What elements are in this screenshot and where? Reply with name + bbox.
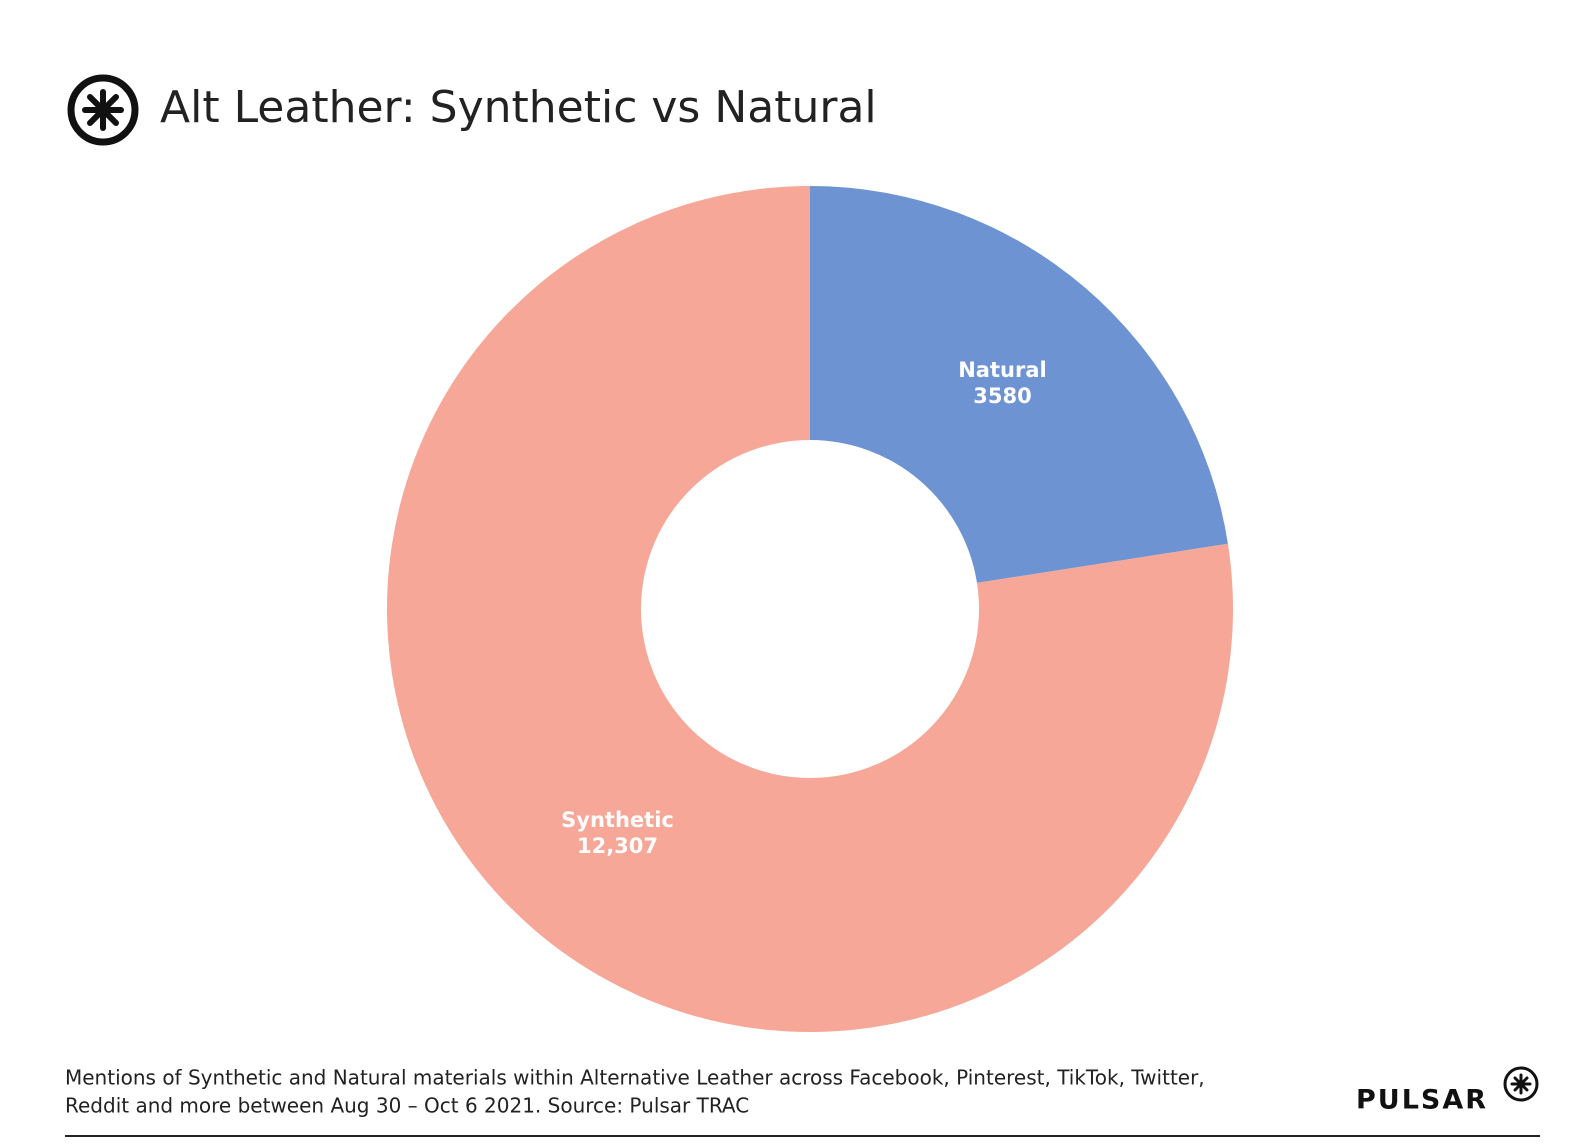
footnote: Reddit and more between Aug 30 – Oct 6 2… [65,1094,749,1118]
brand: PULSAR [1356,1085,1488,1116]
brand-icon [1503,1066,1539,1102]
chart-title: Alt Leather: Synthetic vs Natural [160,82,877,133]
donut-slice [810,186,1228,583]
slice-label: Natural [958,358,1046,382]
value-label: 12,307 [577,834,658,858]
slice-label: Synthetic [561,808,674,832]
footnote: Mentions of Synthetic and Natural materi… [65,1066,1205,1090]
donut-slice [387,186,1234,1032]
value-label: 3580 [973,384,1031,408]
logo-icon [67,74,139,146]
